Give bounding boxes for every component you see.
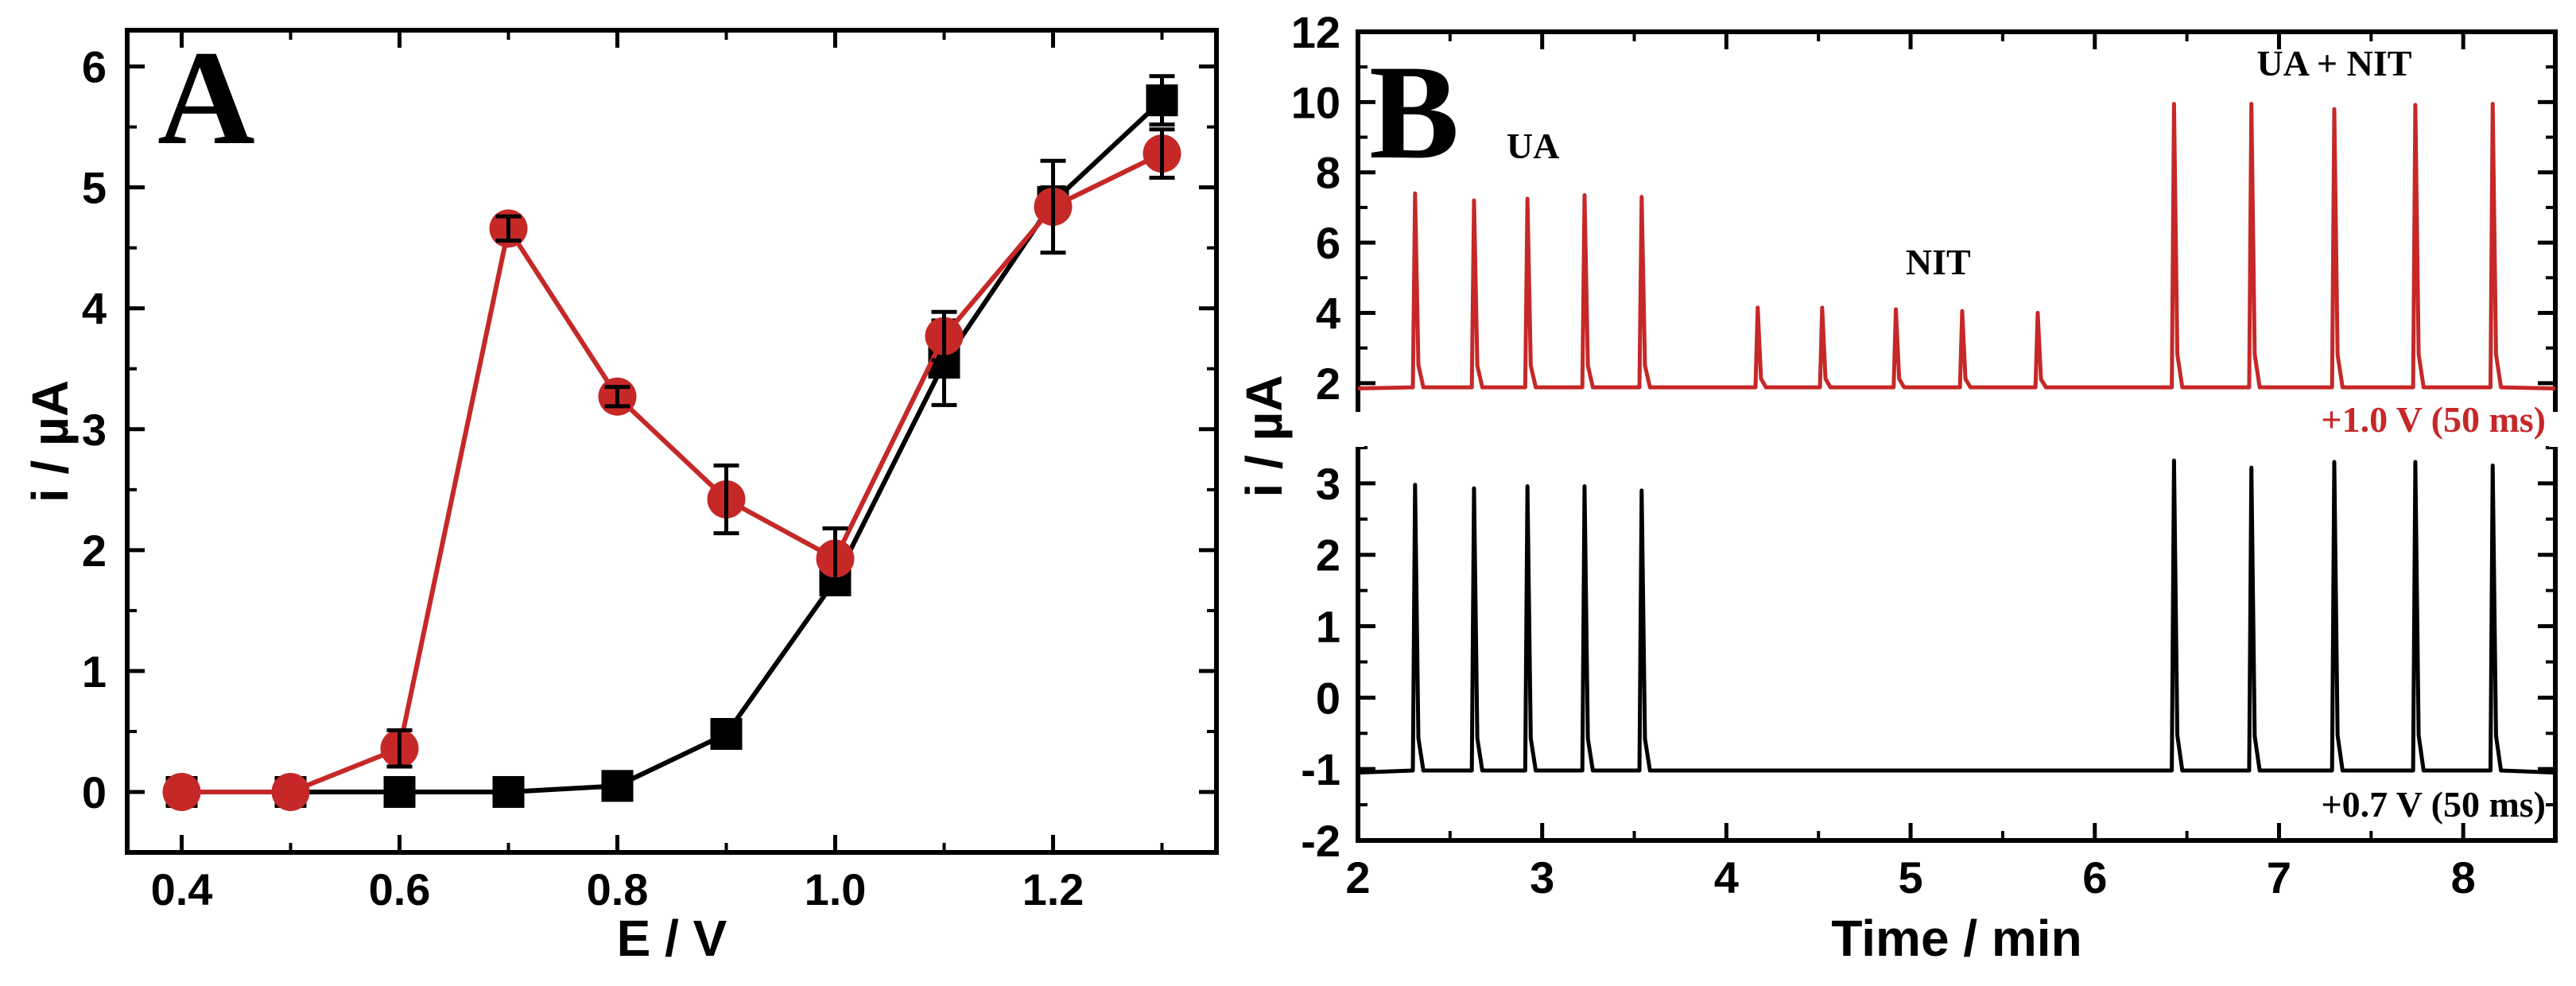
- x-tick-label-a: 0.8: [587, 864, 649, 914]
- y-tick-label-b-bottom: 2: [1316, 530, 1340, 580]
- x-axis-label-b: Time / min: [1831, 910, 2081, 967]
- y-tick-label-a: 5: [82, 163, 107, 213]
- y-tick-label-b-top: 6: [1316, 218, 1340, 268]
- y-axis-label-b: i / µA: [1236, 375, 1293, 497]
- y-tick-label-b-top: 12: [1291, 7, 1340, 57]
- panel-label-a: A: [157, 23, 255, 173]
- x-tick-label-a: 1.0: [805, 864, 867, 914]
- x-tick-label-b: 4: [1714, 852, 1739, 903]
- panel-a: 0.4 0.6 0.8 1.0 1.2 0 1 2 3 4 5 6 E / V i / µA A: [21, 23, 1219, 967]
- black-series-line: [181, 98, 1164, 794]
- x-tick-label-b: 6: [2082, 852, 2107, 903]
- y-tick-label-b-bottom: 1: [1316, 602, 1340, 652]
- y-axis-label-a: i / µA: [21, 380, 79, 503]
- y-tick-label-b-bottom: 0: [1316, 673, 1340, 723]
- data-point-circle: [271, 772, 310, 811]
- x-tick-label-b: 8: [2451, 852, 2476, 903]
- condition-label-bottom: +0.7 V (50 ms): [2321, 784, 2546, 825]
- x-tick-label-a: 0.6: [369, 864, 431, 914]
- x-tick-label-b: 3: [1530, 852, 1554, 903]
- panel-label-b: B: [1369, 37, 1459, 187]
- y-tick-label-b-top: 10: [1291, 77, 1340, 127]
- axis-break-right: [2549, 412, 2562, 447]
- x-tick-label-b: 5: [1898, 852, 1922, 903]
- red-series-line: [181, 151, 1163, 794]
- y-tick-label-b-top: 8: [1316, 148, 1340, 198]
- x-axis-label-a: E / V: [617, 910, 727, 967]
- condition-label-top: +1.0 V (50 ms): [2321, 399, 2546, 440]
- y-tick-label-a: 4: [82, 284, 107, 334]
- y-tick-label-a: 1: [82, 646, 107, 697]
- trace-annotation: UA + NIT: [2257, 43, 2412, 83]
- y-tick-label-a: 0: [82, 767, 107, 817]
- y-tick-label-b-bottom: -1: [1301, 744, 1340, 794]
- data-point-square: [383, 775, 416, 808]
- trace-annotation: NIT: [1906, 242, 1971, 282]
- plot-frame-a: [125, 28, 1219, 855]
- x-tick-label-a: 1.2: [1022, 864, 1084, 914]
- y-tick-label-b-bottom: -2: [1301, 816, 1340, 866]
- data-point-square: [492, 775, 525, 808]
- black-trace-line: [1357, 458, 2556, 775]
- y-tick-label-a: 3: [82, 405, 107, 455]
- trace-annotation: UA: [1507, 126, 1559, 166]
- x-tick-label-b: 7: [2267, 852, 2291, 903]
- x-tick-label-b: 2: [1345, 852, 1370, 903]
- y-tick-label-b-bottom: 3: [1316, 459, 1340, 509]
- y-tick-label-b-top: 2: [1316, 359, 1340, 409]
- x-tick-label-a: 0.4: [151, 864, 213, 914]
- red-trace-line: [1357, 102, 2556, 390]
- axis-break-left: [1352, 412, 1364, 447]
- y-tick-label-b-top: 4: [1316, 288, 1340, 338]
- y-tick-label-a: 6: [82, 42, 107, 92]
- data-point-circle: [162, 772, 201, 811]
- y-tick-label-a: 2: [82, 526, 107, 576]
